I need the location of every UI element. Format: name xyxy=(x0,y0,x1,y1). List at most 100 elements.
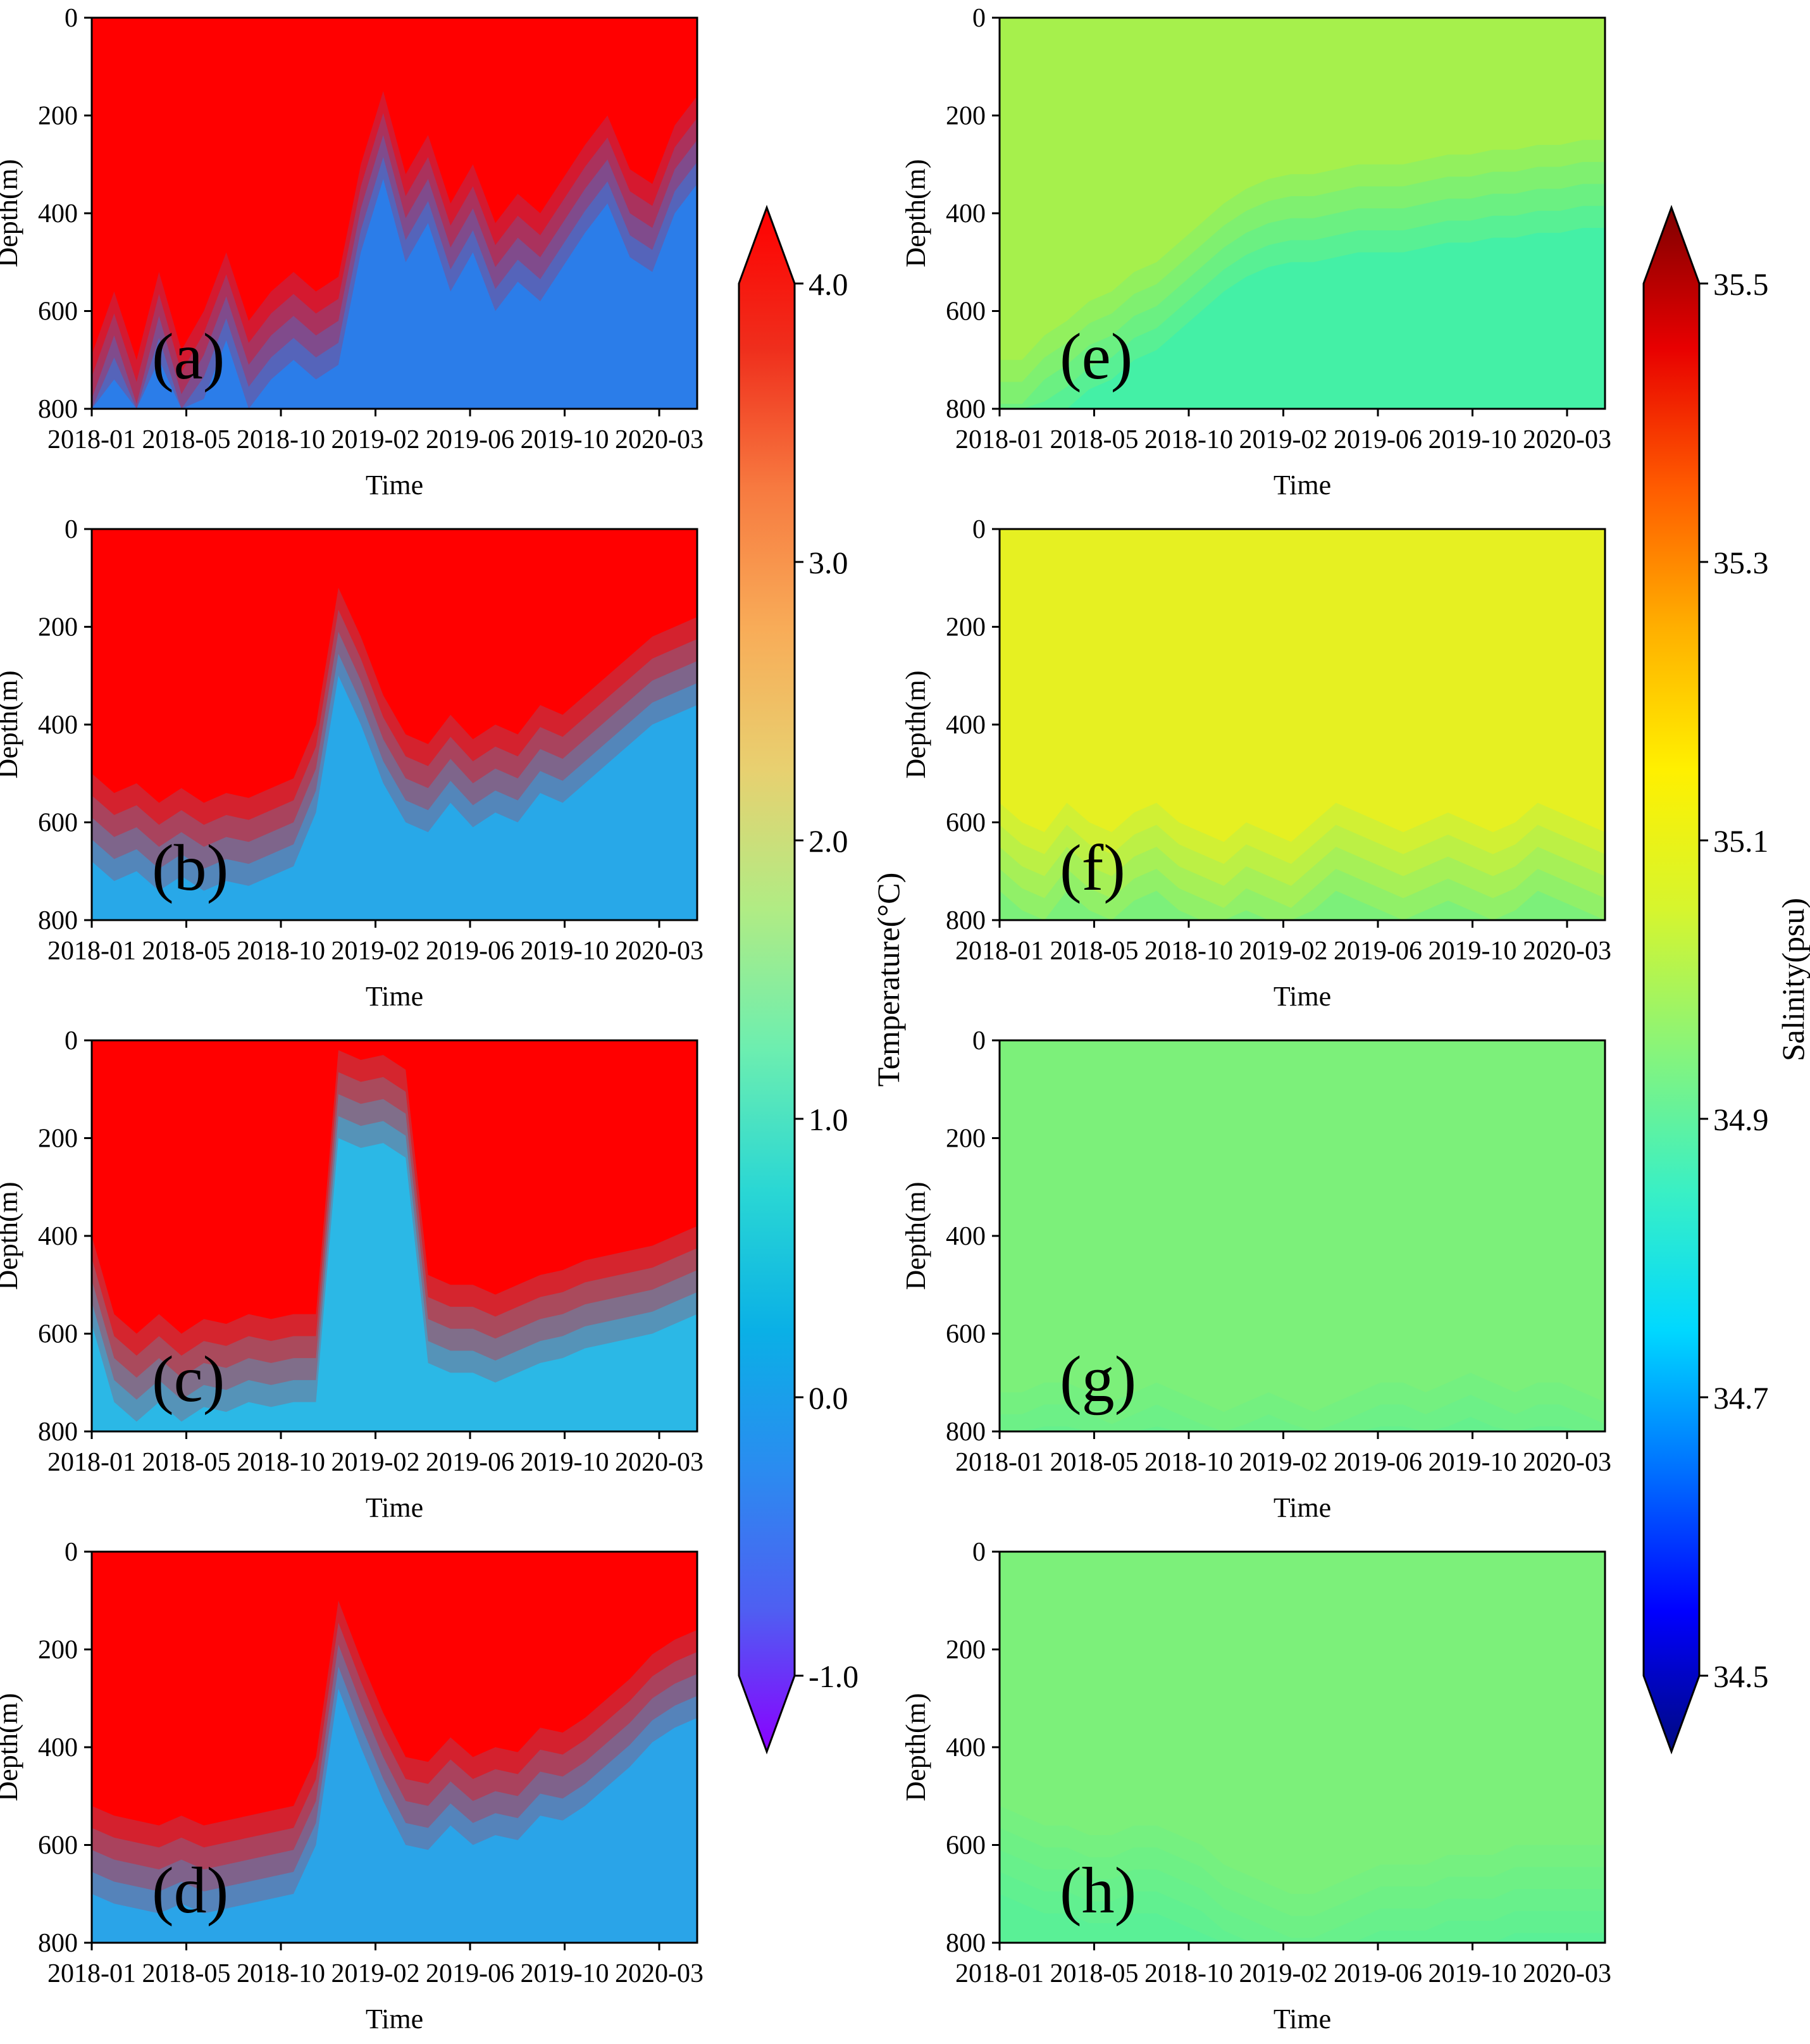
x-tick-label: 2019-06 xyxy=(1334,1448,1422,1477)
y-tick-label: 200 xyxy=(38,1125,78,1154)
y-tick-label: 0 xyxy=(972,515,986,544)
y-tick-label: 200 xyxy=(946,1125,986,1154)
x-tick-label: 2018-01 xyxy=(47,425,136,454)
y-tick-label: 0 xyxy=(972,1026,986,1056)
y-tick-label: 600 xyxy=(38,297,78,327)
y-tick-label: 200 xyxy=(946,102,986,131)
x-tick-label: 2018-05 xyxy=(1050,1448,1139,1477)
y-tick-label: 600 xyxy=(946,1831,986,1860)
x-tick-label: 2018-10 xyxy=(1144,1448,1233,1477)
y-tick-label: 600 xyxy=(946,297,986,327)
x-tick-label: 2018-10 xyxy=(237,425,325,454)
panel-label: (g) xyxy=(1060,1343,1136,1416)
x-tick-label: 2018-10 xyxy=(1144,1959,1233,1988)
x-tick-label: 2019-02 xyxy=(1239,1959,1328,1988)
y-tick-label: 0 xyxy=(65,1538,78,1567)
colorbar-title: Temperature(°C) xyxy=(871,873,906,1087)
y-tick-label: 400 xyxy=(946,1733,986,1762)
x-axis-title: Time xyxy=(366,470,423,501)
colorbar-body xyxy=(738,204,796,1755)
y-tick-label: 800 xyxy=(38,906,78,935)
y-tick-label: 200 xyxy=(946,1636,986,1665)
y-tick-label: 400 xyxy=(38,1733,78,1762)
y-tick-label: 400 xyxy=(38,199,78,228)
x-tick-label: 2018-10 xyxy=(237,1959,325,1988)
depth-band xyxy=(1000,1893,1605,1943)
panels-layer: 2018-01 2018-05 2018-10 2019-02 2019-06 2019-… xyxy=(0,4,1611,2035)
x-tick-label: 2018-05 xyxy=(142,1448,231,1477)
panel-label: (b) xyxy=(152,832,228,904)
x-tick-label: 2018-10 xyxy=(237,937,325,966)
panel-background xyxy=(1000,1040,1605,1431)
x-tick-label: 2019-10 xyxy=(521,937,609,966)
y-tick-label: 800 xyxy=(946,1929,986,1958)
x-tick-label: 2019-10 xyxy=(1429,937,1517,966)
y-tick-label: 600 xyxy=(946,1320,986,1349)
x-tick-label: 2019-06 xyxy=(426,1959,514,1988)
colorbars-layer: 4.03.02.01.00.0-1.0Temperature(°C)35.535… xyxy=(738,204,1810,1755)
panel-e: 2018-01 2018-05 2018-10 2019-02 2019-06 2019-… xyxy=(900,4,1611,501)
panel-label: (c) xyxy=(152,1343,225,1416)
y-tick-label: 200 xyxy=(38,1636,78,1665)
y-tick-label: 0 xyxy=(65,4,78,33)
colorbar-tick-label: 34.7 xyxy=(1713,1380,1769,1416)
x-tick-label: 2018-05 xyxy=(1050,937,1139,966)
panel-h: 2018-01 2018-05 2018-10 2019-02 2019-06 2019-… xyxy=(900,1538,1611,2035)
y-tick-label: 400 xyxy=(946,711,986,740)
panel-label: (e) xyxy=(1060,320,1132,393)
y-tick-label: 400 xyxy=(946,199,986,228)
x-tick-label: 2018-05 xyxy=(142,425,231,454)
y-tick-label: 800 xyxy=(38,1418,78,1447)
y-axis-title: Depth(m) xyxy=(900,159,931,267)
x-axis-title: Time xyxy=(1274,2003,1331,2035)
x-tick-label: 2020-03 xyxy=(1523,1959,1611,1988)
y-tick-label: 0 xyxy=(972,1538,986,1567)
x-tick-label: 2019-02 xyxy=(1239,1448,1328,1477)
y-tick-label: 0 xyxy=(972,4,986,33)
y-tick-label: 200 xyxy=(38,613,78,642)
colorbar-tick-label: 34.5 xyxy=(1713,1659,1769,1694)
x-tick-label: 2018-01 xyxy=(47,937,136,966)
y-tick-label: 400 xyxy=(38,1222,78,1251)
depth-band xyxy=(92,675,697,920)
panel-c: 2018-01 2018-05 2018-10 2019-02 2019-06 2019-… xyxy=(0,1026,704,1523)
y-tick-label: 600 xyxy=(38,809,78,838)
x-tick-label: 2019-02 xyxy=(332,1448,420,1477)
colorbar-tick-label: 35.3 xyxy=(1713,545,1769,580)
x-tick-label: 2019-10 xyxy=(521,425,609,454)
panel-b: 2018-01 2018-05 2018-10 2019-02 2019-06 2019-… xyxy=(0,515,704,1012)
y-tick-label: 0 xyxy=(65,1026,78,1056)
x-axis-title: Time xyxy=(1274,1492,1331,1523)
x-tick-label: 2018-05 xyxy=(1050,425,1139,454)
x-tick-label: 2020-03 xyxy=(1523,425,1611,454)
salinity-colorbar: 35.5 35.3 35.1 34.9 34.7 34.5 Salinity(psu) xyxy=(1642,204,1810,1755)
depth-band xyxy=(92,1688,697,1943)
x-tick-label: 2019-06 xyxy=(426,1448,514,1477)
depth-band xyxy=(92,178,697,409)
x-axis-title: Time xyxy=(366,1492,423,1523)
x-tick-label: 2019-10 xyxy=(1429,425,1517,454)
x-tick-label: 2019-02 xyxy=(332,937,420,966)
x-tick-label: 2018-01 xyxy=(955,425,1044,454)
x-tick-label: 2018-10 xyxy=(1144,425,1233,454)
colorbar-tick-label: 34.9 xyxy=(1713,1102,1769,1137)
colorbar-tick-label: -1.0 xyxy=(809,1659,859,1694)
x-tick-label: 2019-06 xyxy=(1334,425,1422,454)
y-tick-label: 200 xyxy=(38,102,78,131)
y-tick-label: 800 xyxy=(946,1418,986,1447)
y-axis-title: Depth(m) xyxy=(0,670,23,778)
depth-band xyxy=(1000,1416,1605,1431)
y-axis-title: Depth(m) xyxy=(0,1693,23,1801)
x-tick-label: 2020-03 xyxy=(615,1959,704,1988)
x-tick-label: 2018-05 xyxy=(142,1959,231,1988)
panel-d: 2018-01 2018-05 2018-10 2019-02 2019-06 2019-… xyxy=(0,1538,704,2035)
panel-g: 2018-01 2018-05 2018-10 2019-02 2019-06 2019-… xyxy=(900,1026,1611,1523)
colorbar-tick-label: 35.5 xyxy=(1713,266,1769,302)
x-tick-label: 2020-03 xyxy=(1523,1448,1611,1477)
x-tick-label: 2019-10 xyxy=(1429,1448,1517,1477)
depth-band xyxy=(1000,1395,1605,1431)
x-tick-label: 2020-03 xyxy=(615,937,704,966)
colorbar-tick-label: 2.0 xyxy=(809,823,848,859)
x-tick-label: 2019-02 xyxy=(332,1959,420,1988)
